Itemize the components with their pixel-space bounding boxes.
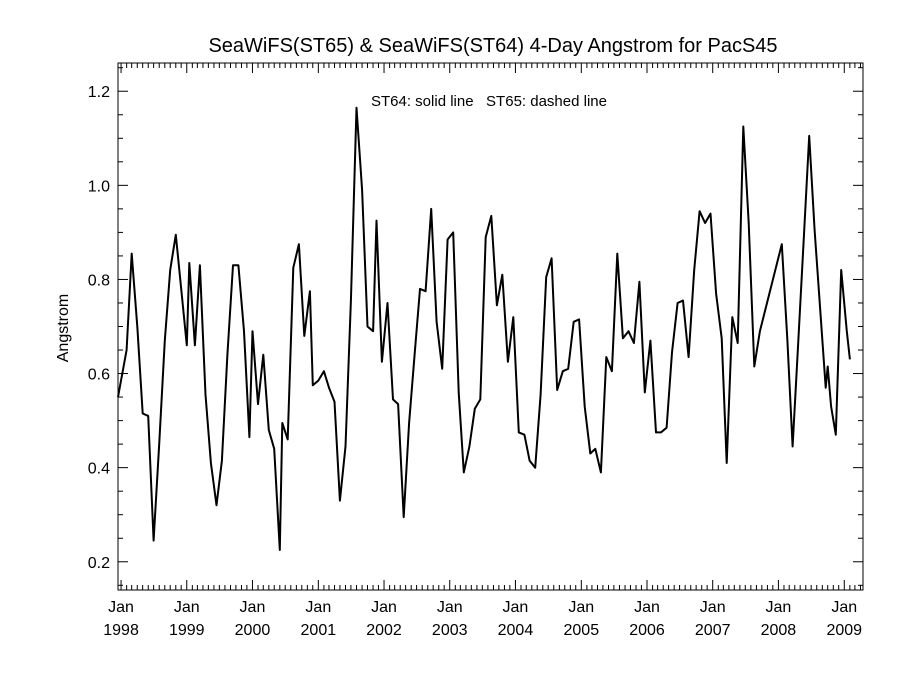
x-tick-month-label: Jan (634, 599, 660, 616)
y-axis-label: Angstrom (55, 294, 72, 362)
x-tick-month-label: Jan (766, 599, 792, 616)
x-tick-year-label: 2001 (301, 622, 337, 639)
y-tick-label: 1.0 (88, 178, 110, 195)
x-tick-month-label: Jan (700, 599, 726, 616)
series-line-0 (117, 106, 851, 551)
x-tick-year-label: 2003 (432, 622, 468, 639)
y-tick-label: 0.4 (88, 461, 110, 478)
x-tick-month-label: Jan (108, 599, 134, 616)
x-tick-month-label: Jan (371, 599, 397, 616)
x-tick-month-label: Jan (305, 599, 331, 616)
y-tick-label: 1.2 (88, 84, 110, 101)
axis-ticks (118, 63, 863, 590)
x-tick-month-label: Jan (831, 599, 857, 616)
x-tick-month-label: Jan (240, 599, 266, 616)
x-tick-year-label: 2007 (695, 622, 731, 639)
chart-title: SeaWiFS(ST65) & SeaWiFS(ST64) 4-Day Angs… (208, 35, 777, 57)
x-tick-year-label: 1999 (169, 622, 205, 639)
x-tick-month-label: Jan (174, 599, 200, 616)
x-tick-year-label: 2006 (629, 622, 665, 639)
x-tick-year-label: 2004 (498, 622, 534, 639)
x-tick-month-label: Jan (437, 599, 463, 616)
chart-annotation: ST64: solid line ST65: dashed line (371, 93, 607, 110)
y-tick-label: 0.6 (88, 367, 110, 384)
x-tick-year-label: 2005 (564, 622, 600, 639)
x-tick-year-label: 2008 (761, 622, 797, 639)
axis-tick-labels: 0.2 0.4 0.6 0.8 1.0 1.2 Jan 1998 Jan 1999 Jan 2000 J… (88, 84, 862, 639)
x-tick-month-label: Jan (568, 599, 594, 616)
series-layer (117, 106, 851, 551)
x-tick-year-label: 2009 (826, 622, 862, 639)
x-tick-year-label: 2002 (366, 622, 402, 639)
y-tick-label: 0.2 (88, 555, 110, 572)
y-tick-label: 0.8 (88, 272, 110, 289)
x-tick-month-label: Jan (503, 599, 529, 616)
x-tick-year-label: 1998 (103, 622, 139, 639)
x-tick-year-label: 2000 (235, 622, 271, 639)
